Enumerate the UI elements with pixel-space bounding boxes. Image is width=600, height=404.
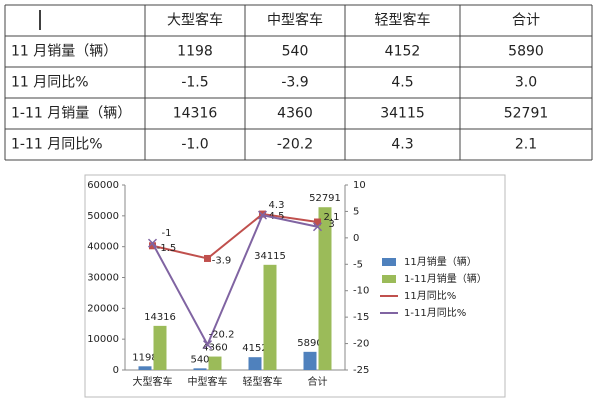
- data-label: 3: [328, 219, 334, 230]
- x-tick-label: 中型客车: [188, 375, 228, 388]
- point: [147, 238, 158, 248]
- table-cell: 4.5: [391, 75, 413, 91]
- legend-swatch: [382, 275, 396, 283]
- y2-tick-label: -20: [353, 339, 369, 350]
- row-label: 1-11 月销量（辆）: [11, 106, 131, 122]
- point: [204, 254, 211, 262]
- data-label: 52791: [309, 193, 341, 204]
- table-cell: -1.0: [181, 137, 208, 153]
- y-tick-label: 40000: [87, 242, 119, 253]
- data-label: -1: [162, 228, 172, 239]
- y-tick-label: 0: [113, 365, 119, 376]
- line: [151, 213, 318, 347]
- x-tick-label: 合计: [308, 375, 328, 388]
- point: [314, 218, 321, 226]
- column-header: 中型客车: [267, 12, 323, 29]
- y2-tick-label: 0: [353, 233, 359, 244]
- y-tick-label: 60000: [87, 180, 119, 191]
- row-label: 11 月销量（辆）: [11, 44, 117, 60]
- table-cell: 3.0: [515, 75, 537, 91]
- table-cell: 4.3: [391, 137, 413, 153]
- data-label: 34115: [254, 251, 286, 262]
- table-cell: 14316: [173, 106, 218, 122]
- data-label: 4152: [242, 343, 267, 354]
- x-tick-label: 轻型客车: [243, 375, 283, 388]
- data-label: 5890: [297, 338, 322, 349]
- y-tick-label: 30000: [87, 273, 119, 284]
- y-tick-label: 20000: [87, 303, 119, 314]
- legend-label: 11月销量（辆）: [404, 255, 477, 268]
- y-tick-label: 50000: [87, 211, 119, 222]
- bar: [138, 366, 152, 370]
- data-label: 14316: [144, 312, 176, 323]
- data-label: 4.5: [269, 211, 285, 222]
- y2-tick-label: -5: [353, 259, 363, 270]
- column-header: 大型客车: [167, 12, 223, 29]
- y2-tick-label: -25: [353, 365, 369, 376]
- row-label: 11 月同比%: [11, 75, 89, 91]
- y2-tick-label: 10: [353, 180, 366, 191]
- table-cell: 4152: [385, 44, 421, 60]
- data-label: 1198: [132, 352, 157, 363]
- table-cell: 34115: [380, 106, 425, 122]
- column-header: 合计: [512, 13, 540, 29]
- table-cell: 52791: [504, 106, 549, 122]
- legend-label: 1-11月同比%: [404, 307, 466, 319]
- table-cell: -20.2: [277, 137, 313, 153]
- data-label: 540: [190, 354, 209, 365]
- point: [312, 222, 323, 232]
- table-cell: -3.9: [281, 75, 308, 91]
- y2-tick-label: 5: [353, 206, 359, 217]
- chart-frame: [84, 174, 506, 398]
- table-cell: -1.5: [181, 75, 208, 91]
- bar: [208, 356, 222, 370]
- data-label: -20.2: [209, 330, 235, 341]
- bar: [263, 264, 277, 370]
- bar: [318, 207, 332, 370]
- y-tick-label: 10000: [87, 334, 119, 345]
- data-label: -3.9: [212, 255, 232, 266]
- bar: [193, 368, 207, 370]
- table-cell: 1198: [177, 44, 213, 60]
- bar: [248, 357, 262, 370]
- table-cell: 2.1: [515, 137, 537, 153]
- x-tick-label: 大型客车: [133, 375, 173, 388]
- legend-label: 11月同比%: [404, 290, 456, 302]
- legend-label: 1-11月销量（辆）: [404, 272, 487, 285]
- point: [149, 242, 156, 250]
- point: [202, 340, 213, 350]
- data-label: -1.5: [157, 243, 177, 254]
- table-cell: 5890: [508, 44, 544, 60]
- data-label: 4360: [202, 343, 227, 354]
- legend-swatch: [382, 258, 396, 266]
- bar: [153, 325, 167, 370]
- line: [152, 213, 318, 260]
- row-label: 1-11 月同比%: [11, 137, 103, 153]
- bar: [303, 351, 317, 370]
- table-cell: 4360: [277, 106, 313, 122]
- y2-tick-label: -10: [353, 286, 369, 297]
- column-header: 轻型客车: [375, 12, 431, 29]
- y2-tick-label: -15: [353, 312, 369, 323]
- data-label: 2.1: [324, 212, 340, 223]
- point: [257, 210, 268, 220]
- data-label: 4.3: [269, 200, 285, 211]
- table-cell: 540: [282, 44, 309, 60]
